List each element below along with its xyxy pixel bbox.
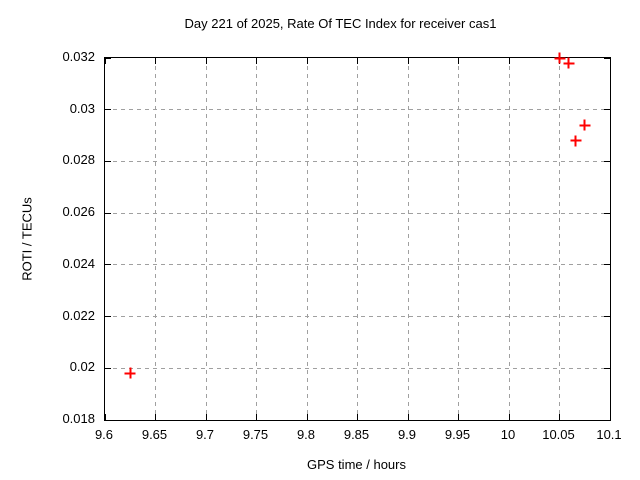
x-tick-mark (104, 58, 106, 64)
y-tick-mark (105, 109, 111, 111)
grid-line-vertical (306, 58, 308, 420)
data-point-marker (124, 367, 136, 379)
x-tick-mark (559, 414, 560, 420)
grid-line-horizontal (105, 367, 610, 369)
grid-line-vertical (458, 58, 459, 420)
y-tick-mark (604, 212, 610, 214)
data-point-marker (570, 135, 582, 147)
grid-line-horizontal (105, 264, 610, 266)
x-tick-mark (458, 58, 459, 64)
data-point-marker (563, 57, 575, 69)
y-tick-label: 0.032 (62, 49, 95, 64)
x-tick-mark (609, 414, 611, 420)
grid-line-horizontal (105, 212, 610, 214)
y-tick-mark (105, 57, 111, 59)
x-tick-mark (205, 414, 207, 420)
x-tick-label: 9.9 (397, 427, 417, 442)
data-point-marker (554, 52, 565, 64)
grid-line-vertical (559, 58, 560, 420)
y-tick-label: 0.03 (69, 100, 95, 116)
y-tick-mark (604, 160, 610, 162)
grid-line-horizontal (105, 316, 610, 318)
y-tick-mark (604, 264, 610, 266)
x-tick-mark (407, 58, 409, 64)
plot-area (104, 52, 611, 421)
y-tick-mark (105, 160, 111, 162)
y-tick-label: 0.028 (62, 152, 95, 168)
chart-title: Day 221 of 2025, Rate Of TEC Index for r… (184, 16, 497, 31)
y-tick-mark (604, 109, 610, 111)
x-tick-mark (508, 58, 510, 64)
y-tick-mark (105, 264, 111, 266)
x-tick-label: 9.6 (94, 427, 114, 442)
x-axis-label: GPS time / hours (307, 457, 406, 472)
grid-line-horizontal (105, 160, 610, 162)
y-tick-mark (604, 57, 610, 59)
x-tick-mark (104, 414, 106, 420)
y-tick-label: 0.024 (62, 255, 95, 271)
x-tick-mark (357, 58, 358, 64)
grid-line-vertical (508, 58, 510, 420)
grid-line-vertical (256, 58, 257, 420)
y-tick-label: 0.022 (62, 307, 95, 323)
x-tick-mark (155, 58, 156, 64)
x-tick-mark (306, 414, 308, 420)
x-tick-label: 10.1 (596, 427, 622, 442)
x-tick-mark (155, 414, 156, 420)
x-tick-mark (508, 414, 510, 420)
y-tick-mark (105, 367, 111, 369)
grid-line-vertical (205, 58, 207, 420)
y-tick-mark (604, 316, 610, 318)
x-tick-mark (407, 414, 409, 420)
grid-line-vertical (407, 58, 409, 420)
x-tick-mark (256, 414, 257, 420)
grid-line-horizontal (105, 109, 610, 111)
grid-line-vertical (357, 58, 358, 420)
x-tick-label: 10 (500, 427, 516, 442)
x-tick-label: 9.85 (343, 427, 370, 442)
data-point-marker (579, 119, 591, 131)
x-tick-label: 9.8 (296, 427, 316, 442)
grid-line-vertical (155, 58, 156, 420)
y-tick-mark (105, 419, 111, 421)
x-tick-label: 10.05 (542, 427, 575, 442)
y-tick-mark (604, 419, 610, 421)
x-tick-label: 9.65 (141, 427, 168, 442)
x-tick-label: 9.7 (195, 427, 215, 442)
x-tick-mark (357, 414, 358, 420)
x-tick-mark (256, 58, 257, 64)
y-tick-mark (105, 316, 111, 318)
x-tick-label: 9.95 (444, 427, 471, 442)
x-tick-label: 9.75 (242, 427, 269, 442)
y-tick-mark (105, 212, 111, 214)
y-tick-label: 0.018 (62, 411, 95, 426)
y-tick-mark (604, 367, 610, 369)
x-tick-mark (306, 58, 308, 64)
y-tick-label: 0.026 (62, 204, 95, 220)
x-tick-mark (458, 414, 459, 420)
x-tick-mark (609, 58, 611, 64)
y-tick-label: 0.02 (69, 359, 95, 375)
x-tick-mark (205, 58, 207, 64)
